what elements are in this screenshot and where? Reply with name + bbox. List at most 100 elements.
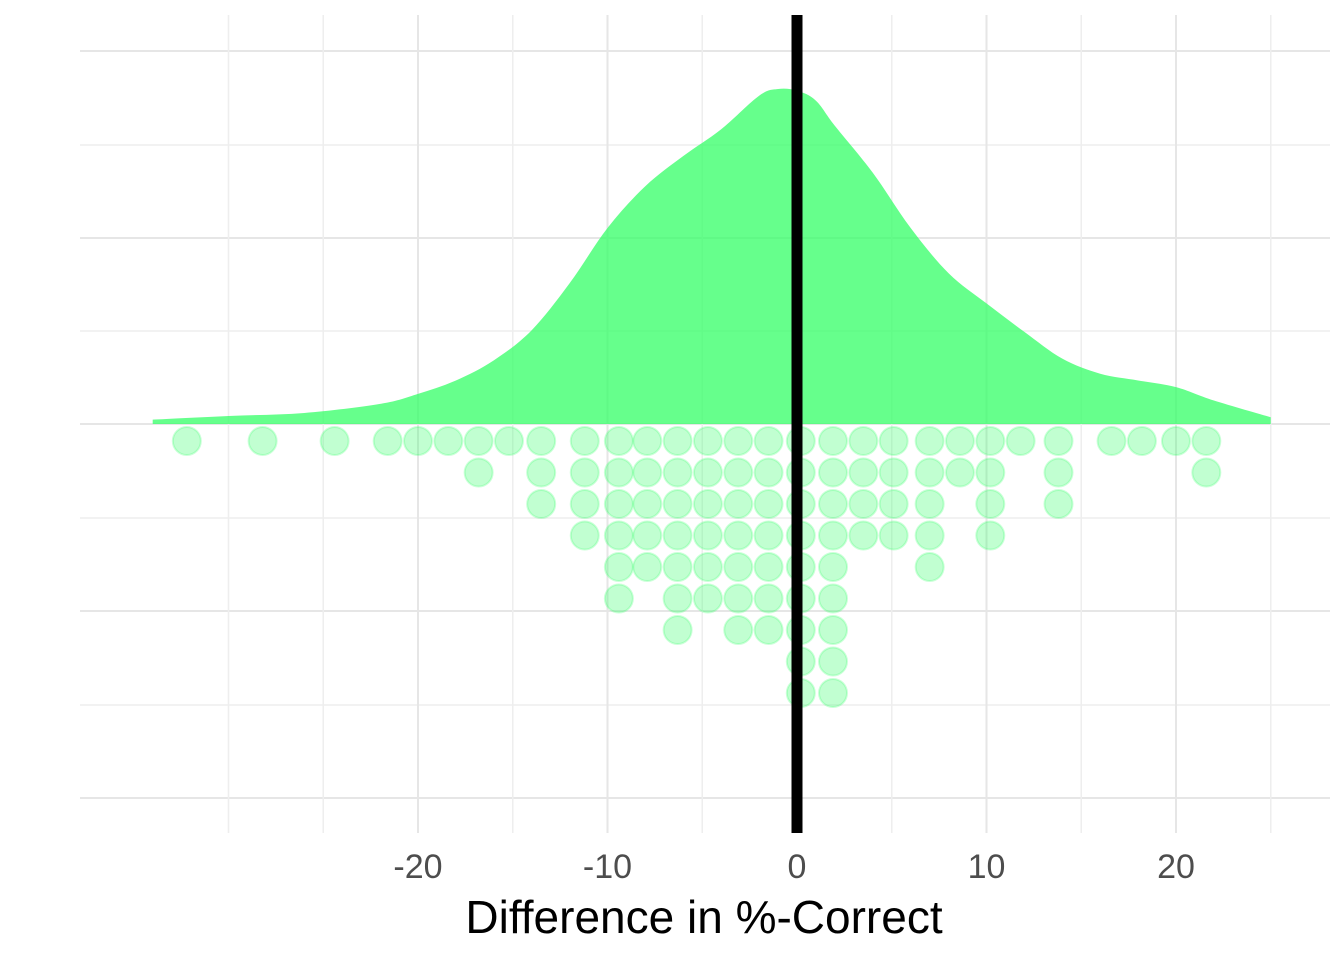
data-dot xyxy=(753,615,784,645)
data-dot xyxy=(662,552,693,582)
data-dot xyxy=(944,457,975,488)
data-dot xyxy=(975,489,1006,519)
data-dot xyxy=(632,552,663,582)
data-dot xyxy=(818,520,849,551)
data-dot xyxy=(433,426,464,456)
data-dot xyxy=(1096,426,1127,456)
data-dot xyxy=(975,520,1006,551)
data-dot xyxy=(247,426,278,456)
data-dot xyxy=(723,520,754,551)
data-dot xyxy=(914,552,945,582)
data-dot xyxy=(944,426,975,456)
data-dot xyxy=(818,552,849,582)
data-dot xyxy=(603,520,634,551)
data-dot xyxy=(319,426,350,456)
data-dot xyxy=(632,457,663,488)
data-dot xyxy=(493,426,524,456)
data-dot xyxy=(914,457,945,488)
data-dot xyxy=(848,457,879,488)
data-dot xyxy=(403,426,433,456)
data-dot xyxy=(692,426,723,456)
data-dot xyxy=(878,426,909,456)
data-dot xyxy=(723,457,754,488)
data-dot xyxy=(569,489,600,519)
data-dot xyxy=(1191,426,1222,456)
data-dot xyxy=(818,426,849,456)
data-dot xyxy=(753,426,784,456)
data-dot xyxy=(692,489,723,519)
data-dot xyxy=(818,678,849,708)
x-tick-label: -20 xyxy=(393,848,442,886)
data-dot xyxy=(1043,457,1074,488)
data-dot xyxy=(1191,457,1222,488)
x-axis-ticks: -20 -10 0 10 20 xyxy=(393,848,1194,886)
data-dot xyxy=(753,520,784,551)
data-dot xyxy=(1005,426,1036,456)
data-dot xyxy=(723,615,754,645)
density-cloud xyxy=(152,88,1271,425)
data-dot xyxy=(723,552,754,582)
data-dot xyxy=(662,426,693,456)
data-dot xyxy=(753,489,784,519)
data-dot xyxy=(526,457,557,488)
data-dot xyxy=(723,583,754,614)
data-dot xyxy=(632,489,663,519)
data-dot xyxy=(632,426,663,456)
data-dot xyxy=(723,489,754,519)
data-dot xyxy=(632,520,663,551)
data-dot xyxy=(569,520,600,551)
x-tick-label: 0 xyxy=(788,848,807,886)
data-dot xyxy=(692,520,723,551)
data-dot xyxy=(603,489,634,519)
data-dot xyxy=(723,426,754,456)
x-tick-label: 20 xyxy=(1157,848,1195,886)
data-dot xyxy=(463,426,494,456)
data-dot xyxy=(1043,426,1074,456)
data-dot xyxy=(526,426,557,456)
x-tick-label: -10 xyxy=(583,848,632,886)
data-dot xyxy=(878,489,909,519)
data-dot xyxy=(818,615,849,645)
data-dot xyxy=(569,457,600,488)
data-dot xyxy=(603,552,634,582)
data-dot xyxy=(878,457,909,488)
data-dot xyxy=(692,457,723,488)
data-dot xyxy=(662,489,693,519)
data-dot xyxy=(171,426,202,456)
data-dot xyxy=(914,426,945,456)
data-dot xyxy=(1161,426,1191,456)
data-dot xyxy=(753,457,784,488)
data-dot xyxy=(1126,426,1157,456)
data-dot xyxy=(753,552,784,582)
data-dot xyxy=(692,552,723,582)
data-dot xyxy=(818,646,849,677)
density-area xyxy=(152,88,1271,425)
data-dot xyxy=(878,520,909,551)
data-dot xyxy=(526,489,557,519)
data-dot xyxy=(662,583,693,614)
data-dot xyxy=(914,520,945,551)
data-dot xyxy=(662,457,693,488)
data-dot xyxy=(975,457,1006,488)
data-dot xyxy=(975,426,1006,456)
data-dot xyxy=(692,583,723,614)
data-dot xyxy=(372,426,403,456)
data-dot xyxy=(569,426,600,456)
data-dot xyxy=(848,426,879,456)
dot-rain xyxy=(171,426,1222,708)
x-axis-title: Difference in %-Correct xyxy=(465,891,942,943)
data-dot xyxy=(603,426,634,456)
data-dot xyxy=(818,583,849,614)
x-tick-label: 10 xyxy=(968,848,1006,886)
data-dot xyxy=(463,457,494,488)
data-dot xyxy=(603,583,634,614)
data-dot xyxy=(662,520,693,551)
data-dot xyxy=(848,520,879,551)
data-dot xyxy=(914,489,945,519)
data-dot xyxy=(753,583,784,614)
data-dot xyxy=(662,615,693,645)
data-dot xyxy=(848,489,879,519)
data-dot xyxy=(818,489,849,519)
data-dot xyxy=(603,457,634,488)
